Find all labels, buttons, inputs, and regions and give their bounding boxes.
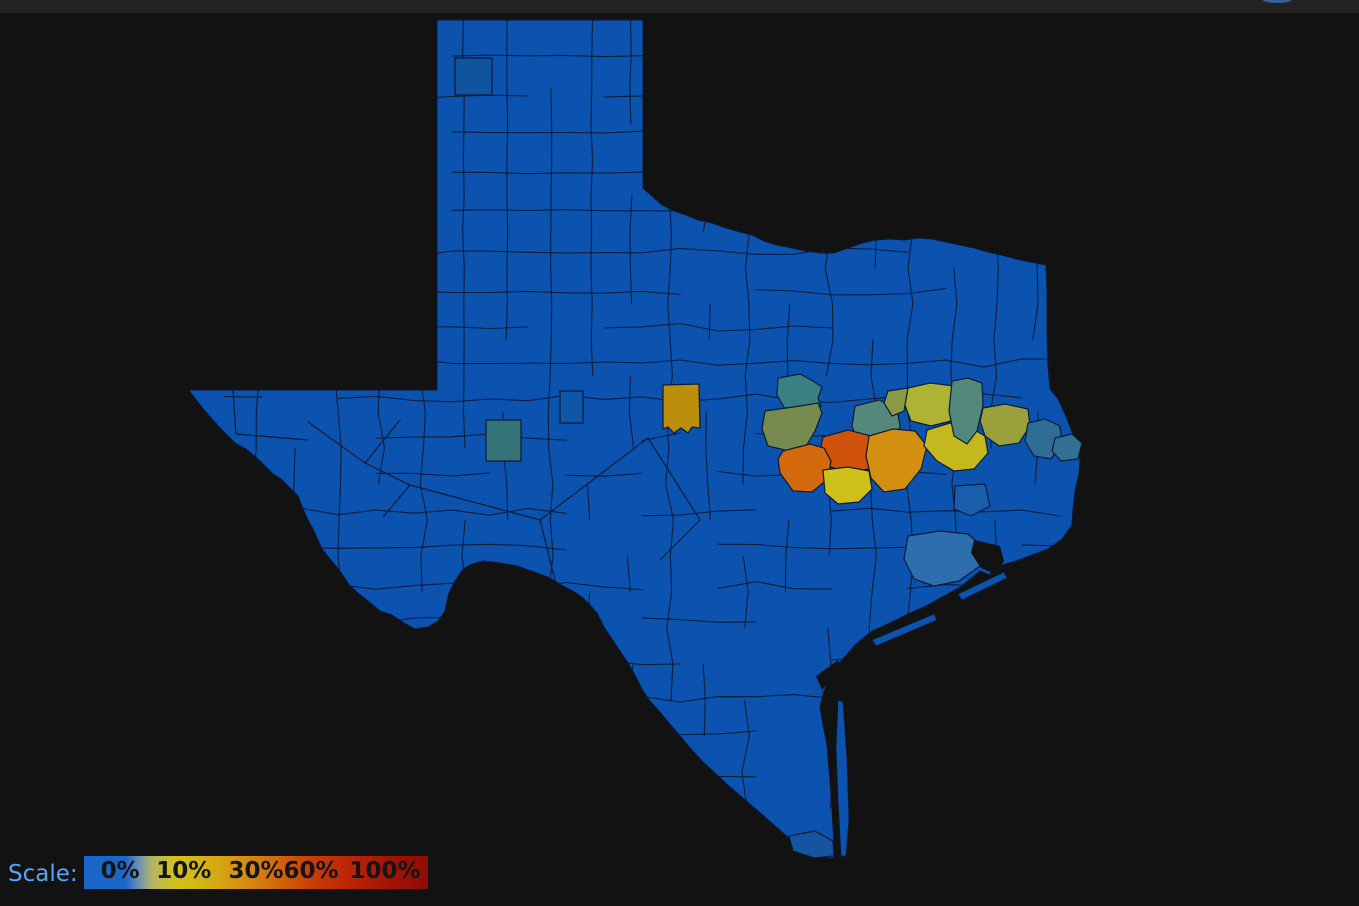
county-steel-e2[interactable] <box>1051 433 1083 462</box>
county-steel-houston[interactable] <box>903 530 983 587</box>
county-olive-e[interactable] <box>979 403 1031 447</box>
bay-water <box>971 540 1004 574</box>
county-border-line <box>253 232 262 844</box>
legend-tick-100: 100% <box>349 858 421 884</box>
county-yellow-s[interactable] <box>822 466 873 505</box>
scale-label: Scale: <box>8 861 78 887</box>
county-teal-west[interactable] <box>485 419 522 462</box>
county-border-line <box>190 692 1061 703</box>
county-olive-w[interactable] <box>761 402 823 452</box>
scale-gradient-bar: 0% 10% 30% 60% 100% <box>84 856 428 889</box>
bay-water <box>816 660 842 690</box>
bay-water <box>827 710 838 852</box>
county-border-line <box>232 389 309 441</box>
county-border-line <box>186 770 1060 778</box>
county-lightblue-n-houston[interactable] <box>953 483 991 517</box>
legend-tick-0: 0% <box>100 858 140 884</box>
county-border-line <box>626 20 635 809</box>
legend-tick-30: 30% <box>228 858 284 884</box>
county-teal-nw[interactable] <box>776 373 823 413</box>
color-scale-legend: Scale: 0% 10% 30% 60% 100% <box>0 852 460 896</box>
county-border-line <box>647 437 701 561</box>
window-top-bar <box>0 0 1359 13</box>
legend-tick-10: 10% <box>156 858 212 884</box>
county-var-central[interactable] <box>559 390 584 424</box>
county-border-line <box>186 657 1060 665</box>
county-border-line <box>1071 20 1080 845</box>
topbar-blue-glow <box>1263 0 1291 3</box>
county-olive-small[interactable] <box>883 387 909 417</box>
county-teal-vert[interactable] <box>948 377 984 445</box>
county-border-line <box>210 20 221 845</box>
county-var-panhandle[interactable] <box>454 57 493 96</box>
county-gold-isolated[interactable] <box>662 383 701 434</box>
county-orange-e[interactable] <box>865 428 928 493</box>
barrier-island <box>957 571 1008 601</box>
highlighted-counties <box>454 57 1083 859</box>
county-border-line <box>337 358 1061 368</box>
county-orange-sw[interactable] <box>777 443 832 493</box>
barrier-islands <box>835 571 1008 857</box>
county-border-line <box>223 811 1061 820</box>
legend-tick-60: 60% <box>283 858 339 884</box>
barrier-island <box>871 613 938 647</box>
barrier-island <box>835 699 850 857</box>
county-border-line <box>261 507 1061 517</box>
county-lightblue-tip[interactable] <box>788 830 835 859</box>
